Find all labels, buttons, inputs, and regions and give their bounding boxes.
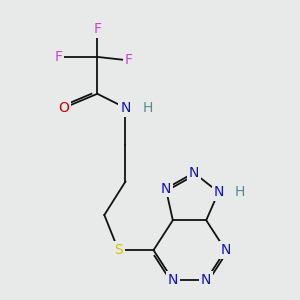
Text: S: S [114, 243, 123, 257]
Text: F: F [93, 22, 101, 36]
Text: O: O [58, 101, 69, 115]
Text: F: F [55, 50, 63, 64]
Text: N: N [213, 185, 224, 199]
Text: N: N [168, 273, 178, 287]
Text: H: H [234, 185, 245, 199]
Text: N: N [201, 273, 211, 287]
Text: F: F [125, 53, 133, 68]
Text: N: N [189, 166, 199, 180]
Text: N: N [160, 182, 171, 196]
Text: H: H [143, 101, 153, 115]
Text: N: N [120, 101, 130, 115]
Text: N: N [220, 243, 231, 257]
